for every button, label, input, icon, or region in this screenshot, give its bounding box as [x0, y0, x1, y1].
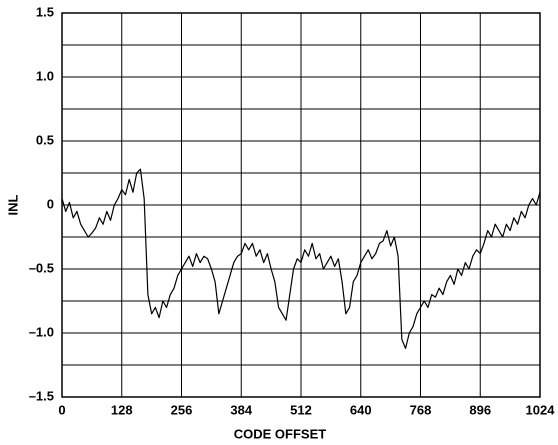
x-tick-label: 768: [410, 402, 432, 417]
x-tick-label: 896: [469, 402, 491, 417]
y-tick-label: –1.5: [29, 388, 54, 403]
x-tick-label: 384: [230, 402, 252, 417]
x-tick-label: 1024: [526, 402, 556, 417]
x-tick-label: 0: [58, 402, 65, 417]
data-line: [61, 168, 541, 349]
y-tick-label: –1.0: [29, 324, 54, 339]
plot-frame: [61, 12, 541, 398]
x-tick-label: 640: [350, 402, 372, 417]
y-tick-label: 0: [47, 196, 54, 211]
y-tick-label: 1.5: [36, 4, 54, 19]
y-tick-label: 0.5: [36, 132, 54, 147]
x-tick-label: 512: [290, 402, 312, 417]
y-tick-label: 1.0: [36, 68, 54, 83]
x-tick-label: 128: [111, 402, 133, 417]
x-tick-label: 256: [171, 402, 193, 417]
y-axis-label: INL: [5, 194, 20, 215]
x-axis-label: CODE OFFSET: [234, 426, 327, 441]
y-tick-label: –0.5: [29, 260, 54, 275]
